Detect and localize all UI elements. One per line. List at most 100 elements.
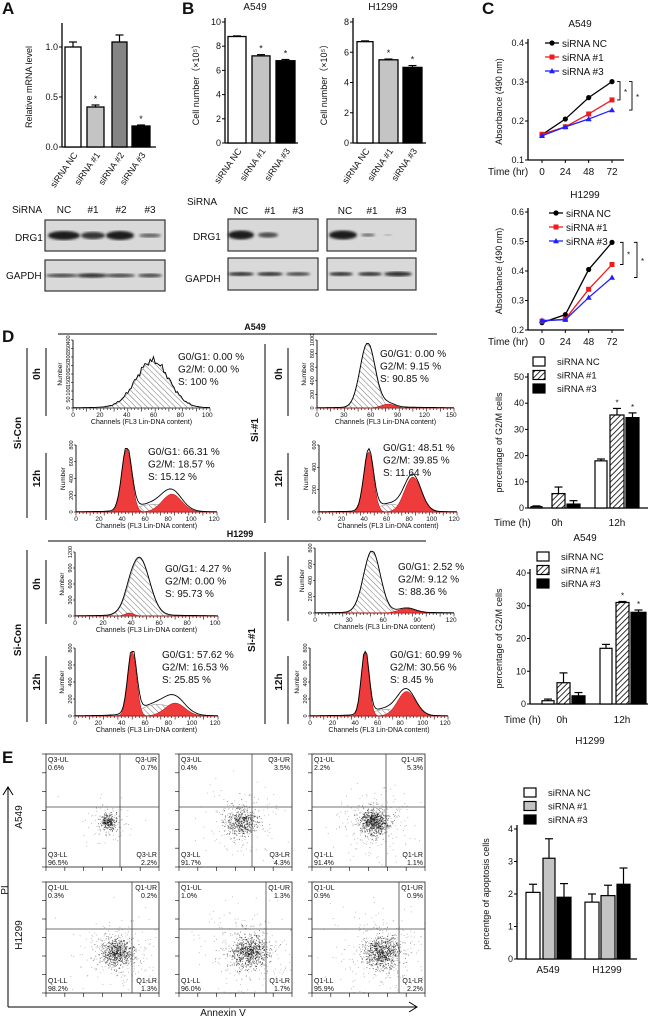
event-dot [374,815,376,816]
event-dot [364,835,366,837]
event-dot [270,948,271,949]
event-dot [263,942,264,944]
event-dot [144,948,146,950]
event-dot [254,931,255,933]
quadrant-percent: 96.0% [181,986,201,993]
event-dot [116,947,118,949]
event-dot [275,945,277,946]
event-dot [263,950,265,951]
event-dot [398,809,400,811]
event-dot [256,935,258,937]
event-dot [234,818,236,820]
event-dot [373,813,375,814]
event-dot [365,835,366,837]
event-dot [368,950,370,952]
event-dot [377,959,379,961]
event-dot [379,818,381,819]
event-dot [246,939,248,941]
event-dot [354,814,356,816]
event-dot [234,833,235,834]
event-dot [110,814,112,815]
event-dot [381,822,383,824]
event-dot [111,825,113,827]
event-dot [369,821,370,823]
y-tick-label: 400 [303,677,309,686]
event-dot [241,937,243,939]
y-axis-label: Cell number（×10⁵） [319,40,329,126]
event-dot [250,812,251,813]
event-dot [366,829,368,830]
event-dot [119,937,121,939]
quadrant-percent: 91.4% [314,860,334,867]
event-dot [363,816,365,818]
event-dot [234,825,235,827]
event-dot [239,793,241,794]
event-dot [135,956,137,958]
event-dot [231,965,233,967]
event-dot [107,954,109,955]
event-dot [256,968,257,970]
event-dot [364,831,366,833]
legend-swatch [536,578,550,589]
event-dot [281,941,283,943]
event-dot [145,906,147,908]
event-dot [241,825,243,827]
event-dot [374,827,376,829]
event-dot [241,807,243,809]
event-dot [235,922,237,924]
event-dot [382,817,384,819]
event-dot [249,825,250,827]
event-dot [399,815,400,817]
event-dot [255,969,256,971]
event-dot [393,946,394,947]
event-dot [250,942,252,943]
event-dot [373,822,375,823]
event-dot [377,969,379,971]
event-dot [376,808,378,809]
event-dot [110,964,112,965]
event-dot [360,840,362,842]
event-dot [240,821,242,822]
event-dot [121,950,123,952]
event-dot [82,954,83,955]
quadrant-name: Q1-LR [269,978,290,985]
blot-b-a549-drg1 [227,218,319,252]
event-dot [230,992,231,994]
event-dot [371,818,373,820]
event-dot [240,949,242,951]
event-dot [263,938,265,940]
event-dot [231,817,233,818]
event-dot [247,831,248,833]
event-dot [228,820,230,822]
event-dot [357,819,359,821]
event-dot [252,941,254,943]
event-dot [95,969,97,971]
y-axis-label: Number [57,362,64,386]
event-dot [104,822,106,823]
event-dot [245,955,247,956]
event-dot [230,822,232,823]
event-dot [104,826,106,828]
y-tick-label: 0.3 [511,296,524,306]
event-dot [273,860,274,862]
event-dot [363,816,364,817]
event-dot [125,935,127,937]
y-axis-label: percentge of apoptosis cells [481,838,491,950]
event-dot [365,819,366,821]
event-dot [360,822,362,824]
event-dot [369,816,371,818]
event-dot [239,821,240,823]
event-dot [251,956,253,958]
event-dot [352,825,354,827]
event-dot [114,824,116,826]
x-tick-label: 120 [210,720,221,727]
event-dot [377,828,379,830]
event-dot [363,828,365,829]
event-dot [339,816,340,818]
event-dot [380,825,381,826]
event-dot [239,959,241,961]
event-dot [244,828,246,830]
event-dot [259,949,261,951]
